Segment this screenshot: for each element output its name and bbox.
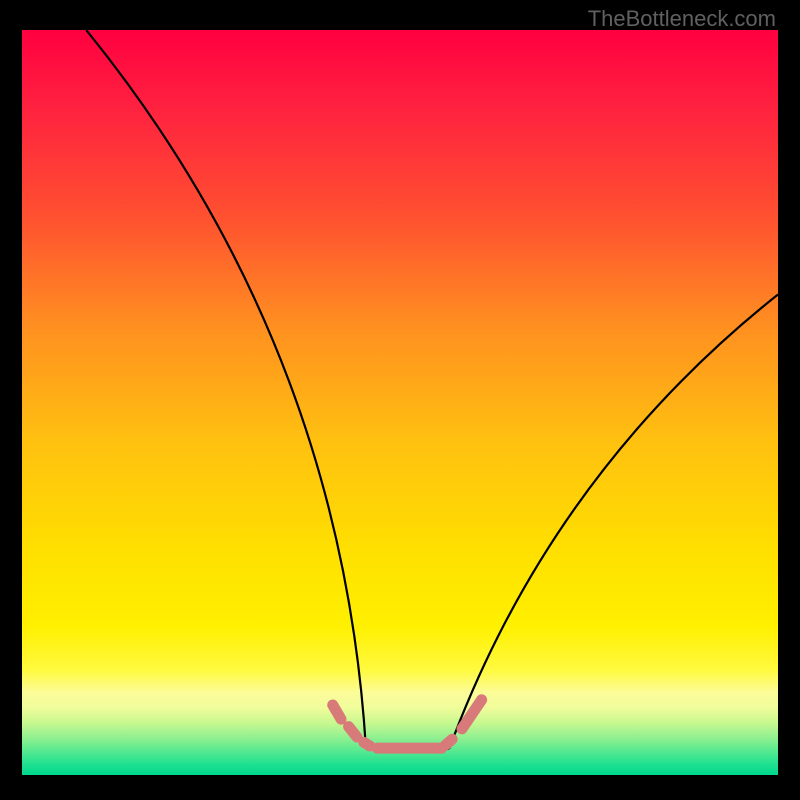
pink-overlay-seg-0 [333,705,341,719]
v-curve-right-branch [449,294,778,748]
frame-border-bottom [0,775,800,800]
frame-border-right [778,0,800,800]
v-curve-left-branch [86,30,366,749]
pink-overlay-seg-2 [364,742,370,746]
pink-overlay-seg-4 [445,739,452,745]
pink-overlay-group [333,700,482,748]
plot-area [22,30,778,775]
pink-overlay-seg-1 [349,727,357,737]
pink-overlay-seg-5 [462,700,482,729]
frame-border-top [0,0,800,30]
chart-svg [22,30,778,775]
frame-border-left [0,0,22,800]
